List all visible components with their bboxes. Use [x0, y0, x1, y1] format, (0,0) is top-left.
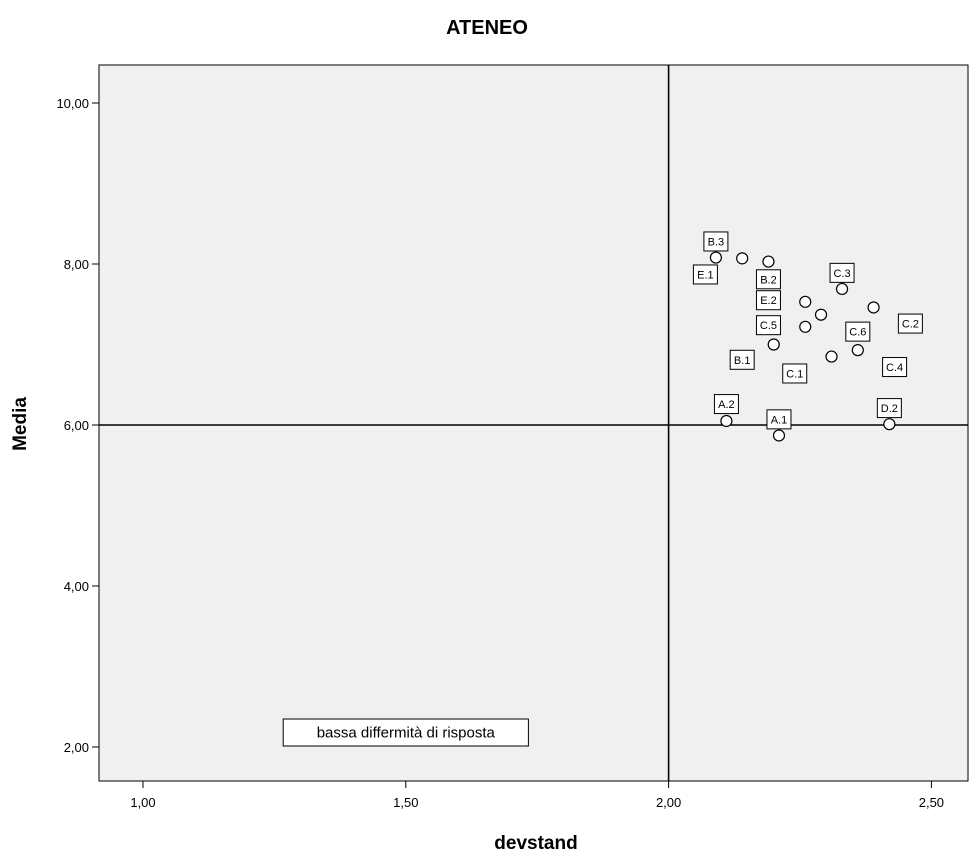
point-labels: B.3E.1B.2C.3E.2C.2C.6C.5B.1C.4C.1D.1A.2D… — [692, 231, 923, 430]
point-label-box — [782, 363, 808, 384]
point-a-1 — [772, 429, 786, 442]
point-b-2 — [762, 255, 775, 268]
x-tick-label: 2,00 — [656, 795, 681, 810]
y-axis-label: Media — [10, 397, 31, 451]
plot-area — [98, 64, 969, 782]
point-label-c-6: C.6 — [845, 321, 871, 342]
point-label-box — [755, 269, 781, 290]
point-b-3 — [709, 251, 723, 264]
point-c-3 — [835, 282, 849, 296]
point-a-2 — [720, 414, 733, 428]
point-d-2 — [883, 418, 896, 431]
point-c-6 — [814, 308, 828, 321]
y-tick-label: 6,00 — [64, 418, 89, 433]
point-label-box — [729, 349, 755, 370]
point-label-box — [703, 231, 729, 252]
y-tick-label: 8,00 — [64, 257, 89, 272]
annotations: bassa differmità di rispostaelevata diff… — [282, 718, 529, 747]
point-c-2 — [867, 301, 880, 314]
point-label-text: D.2 — [881, 403, 898, 415]
point-label-text: A.2 — [718, 399, 735, 411]
point-label-c-2: C.2 — [897, 313, 923, 334]
points — [709, 251, 896, 442]
chart-title: ATENEO — [446, 17, 528, 39]
point-label-box — [876, 398, 902, 419]
x-axis: 1,001,502,002,503,003,504,00 — [99, 780, 968, 810]
point-label-box — [692, 264, 718, 285]
point-label-c-5: C.5 — [755, 315, 781, 336]
point-label-c-1: C.1 — [782, 363, 808, 384]
point-label-box — [829, 262, 855, 283]
x-tick-label: 1,00 — [130, 795, 155, 810]
x-axis-label: devstand — [494, 833, 577, 854]
point-label-text: A.1 — [771, 414, 788, 426]
point-label-a-1: A.1 — [766, 409, 792, 430]
point-label-e-1: E.1 — [692, 264, 718, 285]
y-tick-label: 2,00 — [64, 740, 89, 755]
reference-lines — [99, 65, 968, 781]
point-label-b-3: B.3 — [703, 231, 729, 252]
point-label-a-2: A.2 — [713, 394, 739, 415]
point-label-text: C.1 — [786, 368, 803, 380]
point-c-1 — [825, 350, 838, 363]
annotation-text: bassa differmità di risposta — [317, 725, 496, 742]
y-axis: 2,00 4,00 6,00 8,00 10,00 — [56, 65, 100, 781]
point-label-b-1: B.1 — [729, 349, 755, 370]
point-label-box — [897, 313, 923, 334]
point-label-box — [755, 290, 781, 311]
point-label-d-2: D.2 — [876, 398, 902, 419]
point-label-c-3: C.3 — [829, 262, 855, 283]
y-tick-label: 10,00 — [56, 96, 89, 111]
point-label-c-4: C.4 — [882, 357, 908, 378]
point-label-box — [845, 321, 871, 342]
point-e-1 — [736, 252, 749, 265]
point-label-text: C.5 — [760, 320, 777, 332]
x-tick-label: 1,50 — [393, 795, 418, 810]
point-label-e-2: E.2 — [755, 290, 781, 311]
point-label-box — [766, 409, 792, 430]
point-b-1 — [767, 338, 780, 351]
point-label-text: E.1 — [697, 269, 714, 281]
point-c-5 — [799, 320, 812, 333]
point-label-text: C.3 — [833, 268, 850, 280]
point-label-box — [882, 357, 908, 378]
y-tick-label: 4,00 — [64, 579, 89, 594]
point-label-text: C.2 — [902, 319, 919, 331]
point-label-b-2: B.2 — [755, 269, 781, 290]
point-label-text: C.6 — [849, 327, 866, 339]
x-tick-label: 2,50 — [919, 795, 944, 810]
point-label-box — [713, 394, 739, 415]
point-label-text: B.3 — [708, 236, 725, 248]
point-label-text: B.2 — [760, 274, 777, 286]
point-c-4 — [851, 344, 864, 357]
point-e-2 — [799, 295, 812, 308]
point-label-text: C.4 — [886, 362, 903, 374]
point-label-box — [755, 315, 781, 336]
annotation-box — [282, 718, 529, 747]
annotation-low-dispersion: bassa differmità di risposta — [282, 718, 529, 747]
point-label-text: B.1 — [734, 355, 751, 367]
point-label-text: E.2 — [760, 295, 777, 307]
